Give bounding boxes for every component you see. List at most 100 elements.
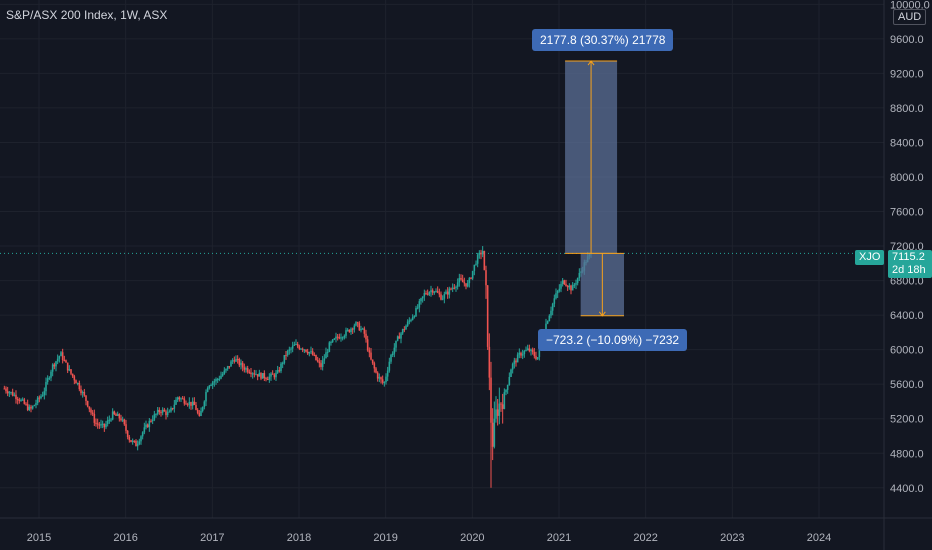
candle-body: [193, 401, 196, 406]
candle-body: [460, 277, 462, 280]
candle-body: [353, 325, 356, 330]
measure-layer: [565, 60, 624, 317]
x-tick-label: 2018: [287, 532, 311, 544]
candle-body: [328, 342, 331, 352]
candle-body: [253, 373, 256, 375]
candle-body: [306, 351, 309, 354]
candle-body: [481, 250, 484, 255]
candle-body: [78, 382, 81, 390]
candle-body: [551, 303, 554, 311]
candle-body: [366, 339, 369, 351]
y-tick-label: 4400.0: [890, 483, 924, 495]
candle-body: [16, 398, 19, 400]
x-tick-label: 2015: [27, 532, 51, 544]
candle-body: [433, 291, 436, 293]
candle-body: [245, 368, 247, 370]
candle-body: [450, 288, 452, 290]
candle-body: [121, 419, 124, 421]
candle-body: [13, 394, 16, 396]
candle-body: [513, 360, 516, 364]
candle-body: [101, 423, 104, 425]
candle-body: [270, 373, 272, 377]
candle-body: [278, 370, 281, 372]
candle-body: [268, 376, 271, 380]
candle-body: [100, 424, 102, 426]
candle-body: [255, 374, 257, 376]
candle-body: [251, 373, 254, 375]
x-tick-label: 2020: [460, 532, 484, 544]
candle-body: [563, 280, 566, 285]
candle-body: [176, 397, 179, 400]
candle-body: [496, 409, 499, 416]
candle-body: [93, 413, 96, 423]
currency-badge[interactable]: AUD: [893, 9, 927, 25]
candle-body: [188, 401, 191, 405]
candle-body: [405, 325, 407, 330]
x-tick-label: 2016: [113, 532, 137, 544]
candle-body: [41, 395, 44, 397]
candle-body: [355, 322, 357, 326]
candle-body: [395, 340, 397, 348]
candle-body: [530, 349, 532, 352]
candle-body: [335, 336, 337, 339]
candle-body: [145, 424, 147, 428]
candle-body: [55, 361, 57, 367]
y-tick-label: 8400.0: [890, 137, 924, 149]
candle-body: [573, 284, 576, 286]
candle-body: [396, 336, 399, 341]
last-price: 7115.2: [892, 251, 925, 263]
candle-layer: [3, 246, 592, 488]
candle-body: [566, 285, 569, 288]
candle-body: [400, 333, 402, 339]
candle-body: [401, 329, 404, 334]
candle-body: [128, 436, 131, 441]
candle-body: [288, 349, 291, 351]
candle-body: [58, 356, 61, 359]
candle-body: [290, 348, 292, 350]
candle-body: [391, 353, 394, 356]
candle-body: [80, 389, 82, 394]
candle-body: [61, 352, 64, 361]
candle-body: [538, 348, 541, 358]
candle-body: [3, 388, 6, 390]
candle-body: [83, 392, 86, 396]
candle-body: [311, 351, 314, 355]
candle-body: [536, 357, 539, 360]
candle-body: [240, 362, 242, 366]
candle-body: [570, 285, 572, 291]
candle-body: [330, 341, 332, 343]
candle-body: [238, 359, 241, 366]
candle-body: [130, 440, 132, 443]
candle-body: [155, 413, 157, 415]
candle-body: [348, 329, 351, 333]
candle-body: [305, 349, 307, 352]
candle-body: [515, 360, 517, 363]
candle-body: [350, 328, 352, 333]
candle-body: [115, 414, 117, 416]
candle-body: [243, 367, 246, 370]
candle-body: [208, 385, 211, 388]
candle-body: [96, 423, 99, 425]
candle-body: [505, 389, 507, 393]
candle-body: [346, 329, 349, 331]
candle-body: [381, 379, 384, 383]
candle-body: [501, 404, 504, 409]
candle-body: [11, 391, 14, 396]
candle-body: [303, 349, 306, 351]
candle-body: [20, 399, 22, 402]
candle-body: [376, 372, 379, 379]
candle-body: [105, 424, 107, 428]
candle-body: [323, 358, 326, 361]
candle-body: [141, 432, 144, 437]
candle-body: [535, 356, 537, 360]
candle-body: [30, 406, 32, 409]
candle-body: [315, 354, 317, 361]
candle-body: [111, 411, 114, 420]
candle-body: [466, 283, 469, 287]
symbol-tag: XJO: [855, 250, 885, 265]
candle-body: [33, 405, 36, 407]
candle-body: [320, 363, 322, 367]
candle-body: [473, 264, 476, 271]
